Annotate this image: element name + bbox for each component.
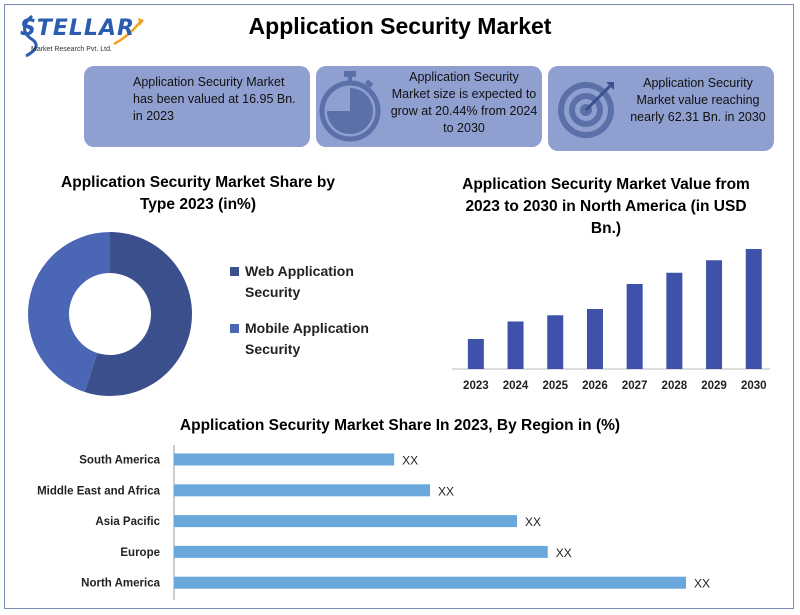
stopwatch-icon (319, 71, 381, 142)
x-tick-label: 2024 (503, 380, 529, 392)
hbar (174, 576, 686, 589)
x-tick-label: 2025 (542, 380, 568, 392)
legend-swatch (230, 267, 239, 276)
hbar (174, 484, 430, 497)
bar (507, 321, 524, 369)
bar (626, 284, 643, 369)
bar (547, 315, 564, 369)
data-label: XX (525, 515, 541, 529)
bar-chart: 2023 2024 2025 2026 2027 2028 2029 2030 (452, 249, 770, 392)
stat-card-text: Application Security Market size is expe… (390, 70, 538, 135)
data-label: XX (556, 546, 572, 560)
region-chart-title: Application Security Market Share In 202… (179, 417, 621, 434)
donut-slice (28, 232, 110, 392)
x-tick-label: 2029 (701, 380, 727, 392)
stat-card-forecast: Application Security Market value reachi… (548, 66, 774, 151)
legend-item-mobile: Mobile Application Security (230, 318, 390, 360)
logo-swoosh-icon (23, 14, 144, 58)
hbar (174, 453, 395, 466)
legend-label: Web Application Security (245, 263, 354, 300)
data-label: XX (438, 484, 454, 498)
region-bar-chart: South America XX Middle East and Africa XX A… (37, 445, 710, 600)
legend-swatch (230, 324, 239, 333)
hbar (174, 545, 548, 558)
x-tick-label: 2026 (582, 380, 608, 392)
stat-card-text: Application Security Market value reachi… (630, 76, 766, 124)
page-title: Application Security Market (248, 13, 552, 39)
y-tick-label: Europe (120, 547, 160, 559)
bar (666, 272, 683, 369)
data-label: XX (402, 454, 418, 468)
x-tick-label: 2027 (622, 380, 648, 392)
data-label: XX (694, 577, 710, 591)
bar (467, 339, 484, 369)
y-tick-label: North America (81, 578, 160, 590)
target-icon (558, 82, 614, 138)
stat-card-growth: Application Security Market size is expe… (316, 66, 542, 147)
y-tick-label: South America (79, 455, 160, 467)
donut-chart-title: Application Security Market Share by Typ… (61, 174, 335, 213)
y-tick-label: Middle East and Africa (37, 485, 161, 497)
bar (706, 260, 723, 369)
legend-item-web: Web Application Security (230, 261, 380, 303)
hbar (174, 515, 518, 528)
infographic-frame (4, 4, 794, 609)
x-tick-label: 2023 (463, 380, 489, 392)
x-tick-label: 2028 (662, 380, 688, 392)
logo-text: STELLAR (20, 16, 135, 41)
stat-card-text: Application Security Market has been val… (133, 75, 296, 123)
x-tick-label: 2030 (741, 380, 767, 392)
y-tick-label: Asia Pacific (95, 516, 160, 528)
stellar-logo: STELLAR Market Research Pvt. Ltd. (14, 8, 154, 62)
bar (745, 249, 762, 369)
logo-subtext: Market Research Pvt. Ltd. (31, 46, 112, 53)
donut-slice (84, 232, 192, 396)
legend-label: Mobile Application Security (245, 320, 369, 357)
bar-chart-title: Application Security Market Value from 2… (462, 176, 750, 237)
stat-card-valuation: Application Security Market has been val… (84, 66, 310, 147)
bar (586, 309, 603, 369)
donut-chart (28, 232, 192, 396)
